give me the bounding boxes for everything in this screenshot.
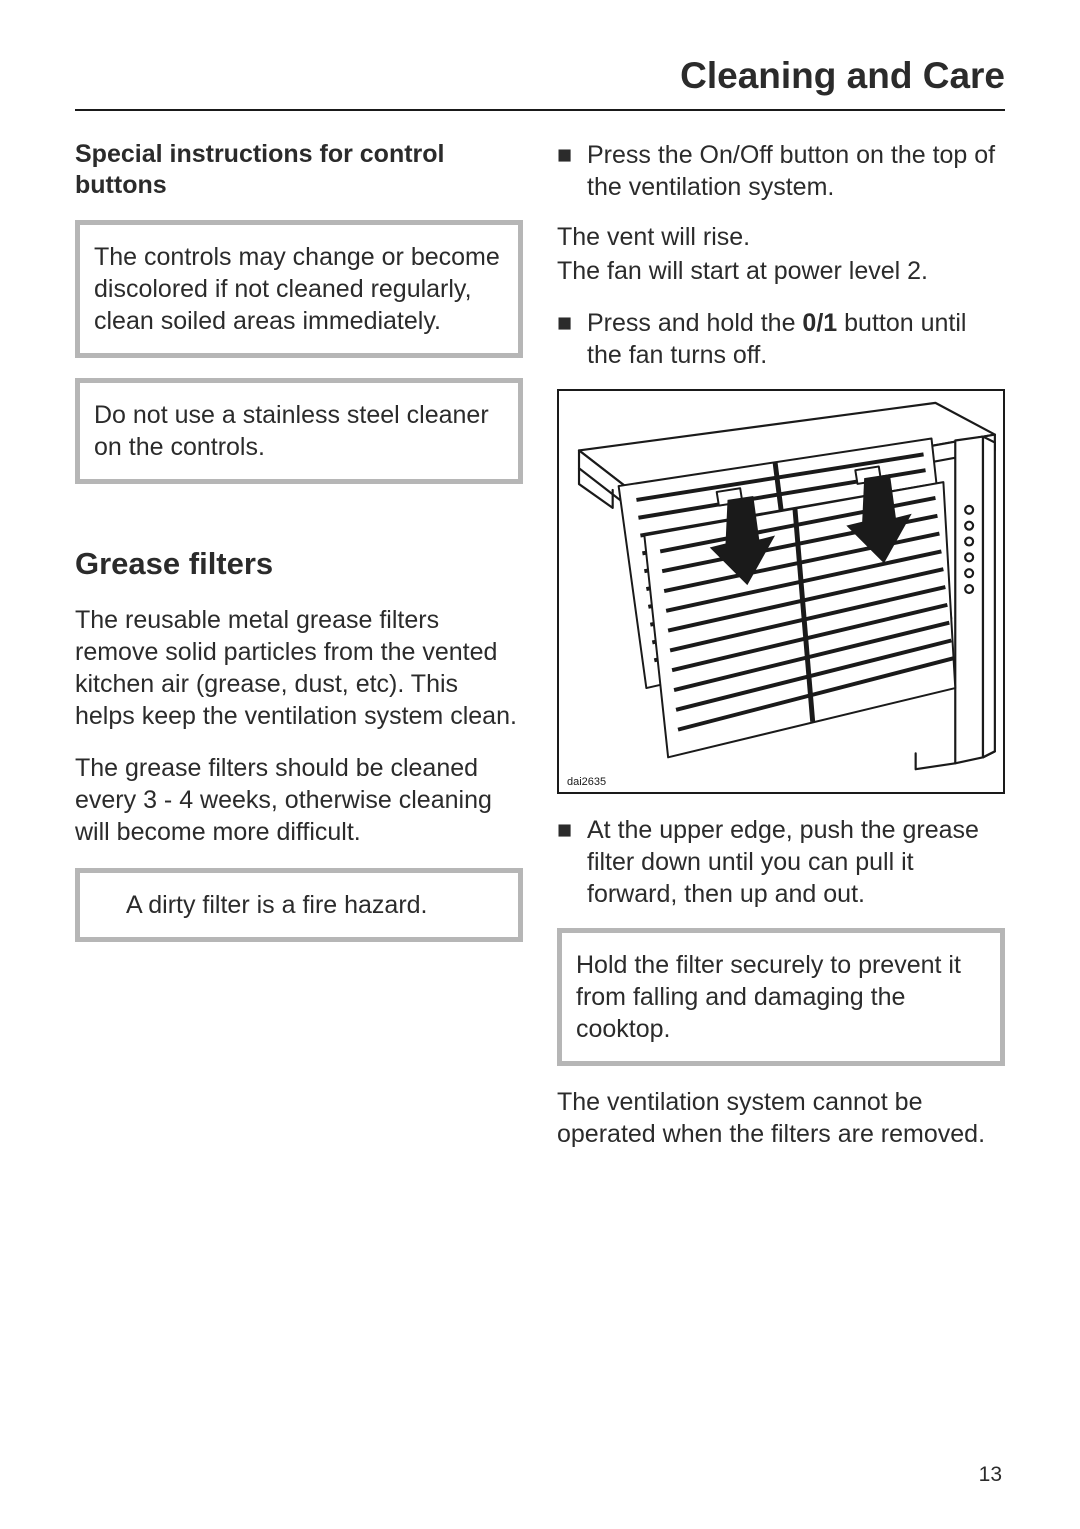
step-press-onoff: ■ Press the On/Off button on the top of … xyxy=(557,139,1005,203)
callout-controls-discolor: The controls may change or become discol… xyxy=(75,220,523,358)
vent-rise-text: The vent will rise. xyxy=(557,221,1005,253)
bullet-icon: ■ xyxy=(557,307,587,371)
step-text: Press the On/Off button on the top of th… xyxy=(587,139,1005,203)
callout-no-ss-cleaner: Do not use a stainless steel cleaner on … xyxy=(75,378,523,484)
title-rule xyxy=(75,109,1005,111)
button-label-01: 0/1 xyxy=(802,309,837,337)
content-columns: Special instructions for control buttons… xyxy=(75,139,1005,1170)
step-text: Press and hold the 0/1 button until the … xyxy=(587,307,1005,371)
figure-caption: dai2635 xyxy=(567,776,606,788)
grease-filters-heading: Grease filters xyxy=(75,546,523,582)
step-push-filter: ■ At the upper edge, push the grease fil… xyxy=(557,814,1005,910)
step-press-hold: ■ Press and hold the 0/1 button until th… xyxy=(557,307,1005,371)
bullet-icon: ■ xyxy=(557,814,587,910)
grease-filters-p2: The grease filters should be cleaned eve… xyxy=(75,752,523,848)
filter-diagram-svg xyxy=(559,391,1003,792)
grease-filter-figure: dai2635 xyxy=(557,389,1005,794)
manual-page: Cleaning and Care Special instructions f… xyxy=(0,0,1080,1210)
fan-start-text: The fan will start at power level 2. xyxy=(557,255,1005,287)
control-buttons-heading: Special instructions for control buttons xyxy=(75,139,523,202)
grease-filters-p1: The reusable metal grease filters remove… xyxy=(75,604,523,732)
step-text: At the upper edge, push the grease filte… xyxy=(587,814,1005,910)
page-title: Cleaning and Care xyxy=(75,55,1005,97)
page-number: 13 xyxy=(979,1463,1002,1487)
callout-fire-hazard: A dirty filter is a fire hazard. xyxy=(75,868,523,942)
right-column: ■ Press the On/Off button on the top of … xyxy=(557,139,1005,1170)
bullet-icon: ■ xyxy=(557,139,587,203)
system-cannot-operate-text: The ventilation system cannot be operate… xyxy=(557,1086,1005,1150)
left-column: Special instructions for control buttons… xyxy=(75,139,523,1170)
callout-hold-filter: Hold the filter securely to prevent it f… xyxy=(557,928,1005,1066)
text-part: Press and hold the xyxy=(587,309,802,337)
